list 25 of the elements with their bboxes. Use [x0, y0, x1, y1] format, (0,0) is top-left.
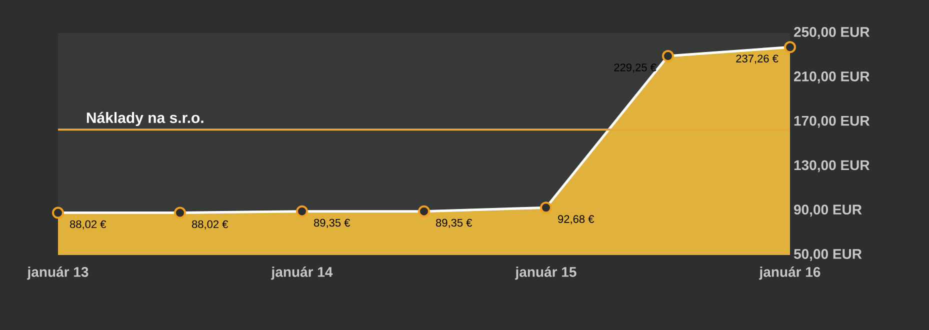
data-label: 89,35 € — [436, 218, 472, 228]
y-tick-label: 170,00 EUR — [794, 116, 870, 128]
data-label: 88,02 € — [70, 220, 106, 230]
y-tick-label: 130,00 EUR — [794, 160, 870, 172]
point — [296, 205, 308, 218]
point — [52, 206, 64, 219]
point — [418, 205, 430, 218]
x-tick-label: január 15 — [515, 266, 576, 280]
point — [174, 206, 186, 219]
x-tick-label: január 16 — [759, 266, 820, 280]
data-label: 237,26 € — [736, 54, 778, 64]
x-tick-label: január 14 — [271, 266, 333, 280]
y-tick-label: 250,00 EUR — [794, 27, 870, 39]
data-label: 92,68 € — [558, 215, 594, 224]
point — [540, 202, 552, 214]
point — [662, 50, 674, 62]
data-label: 229,25 € — [614, 64, 656, 73]
y-tick-label: 50,00 EUR — [794, 249, 862, 261]
point — [784, 41, 796, 54]
data-label: 89,35 € — [314, 218, 350, 228]
ref-line-label: Náklady na s.r.o. — [86, 112, 204, 126]
y-tick-label: 90,00 EUR — [794, 204, 862, 217]
data-label: 88,02 € — [192, 220, 228, 230]
x-tick-label: január 13 — [27, 266, 88, 280]
y-tick-label: 210,00 EUR — [794, 71, 870, 84]
